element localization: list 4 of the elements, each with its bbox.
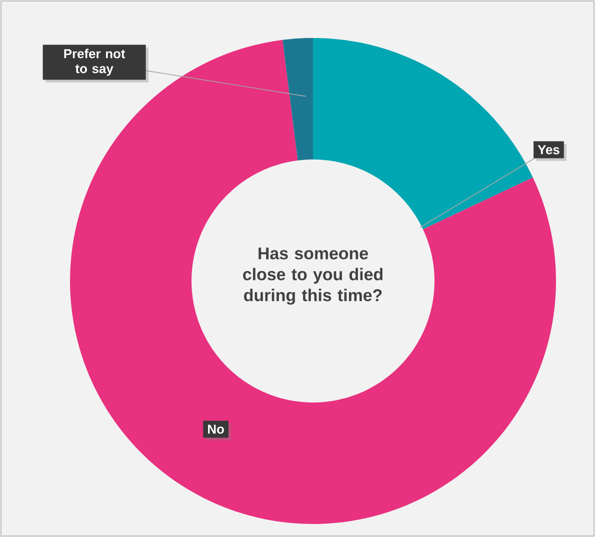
slice-label: No <box>208 424 224 434</box>
slice-label: Yes <box>538 145 560 154</box>
text: Has someone close to you died during this time? <box>243 248 382 305</box>
slice-label: Prefer not to say <box>64 48 126 76</box>
